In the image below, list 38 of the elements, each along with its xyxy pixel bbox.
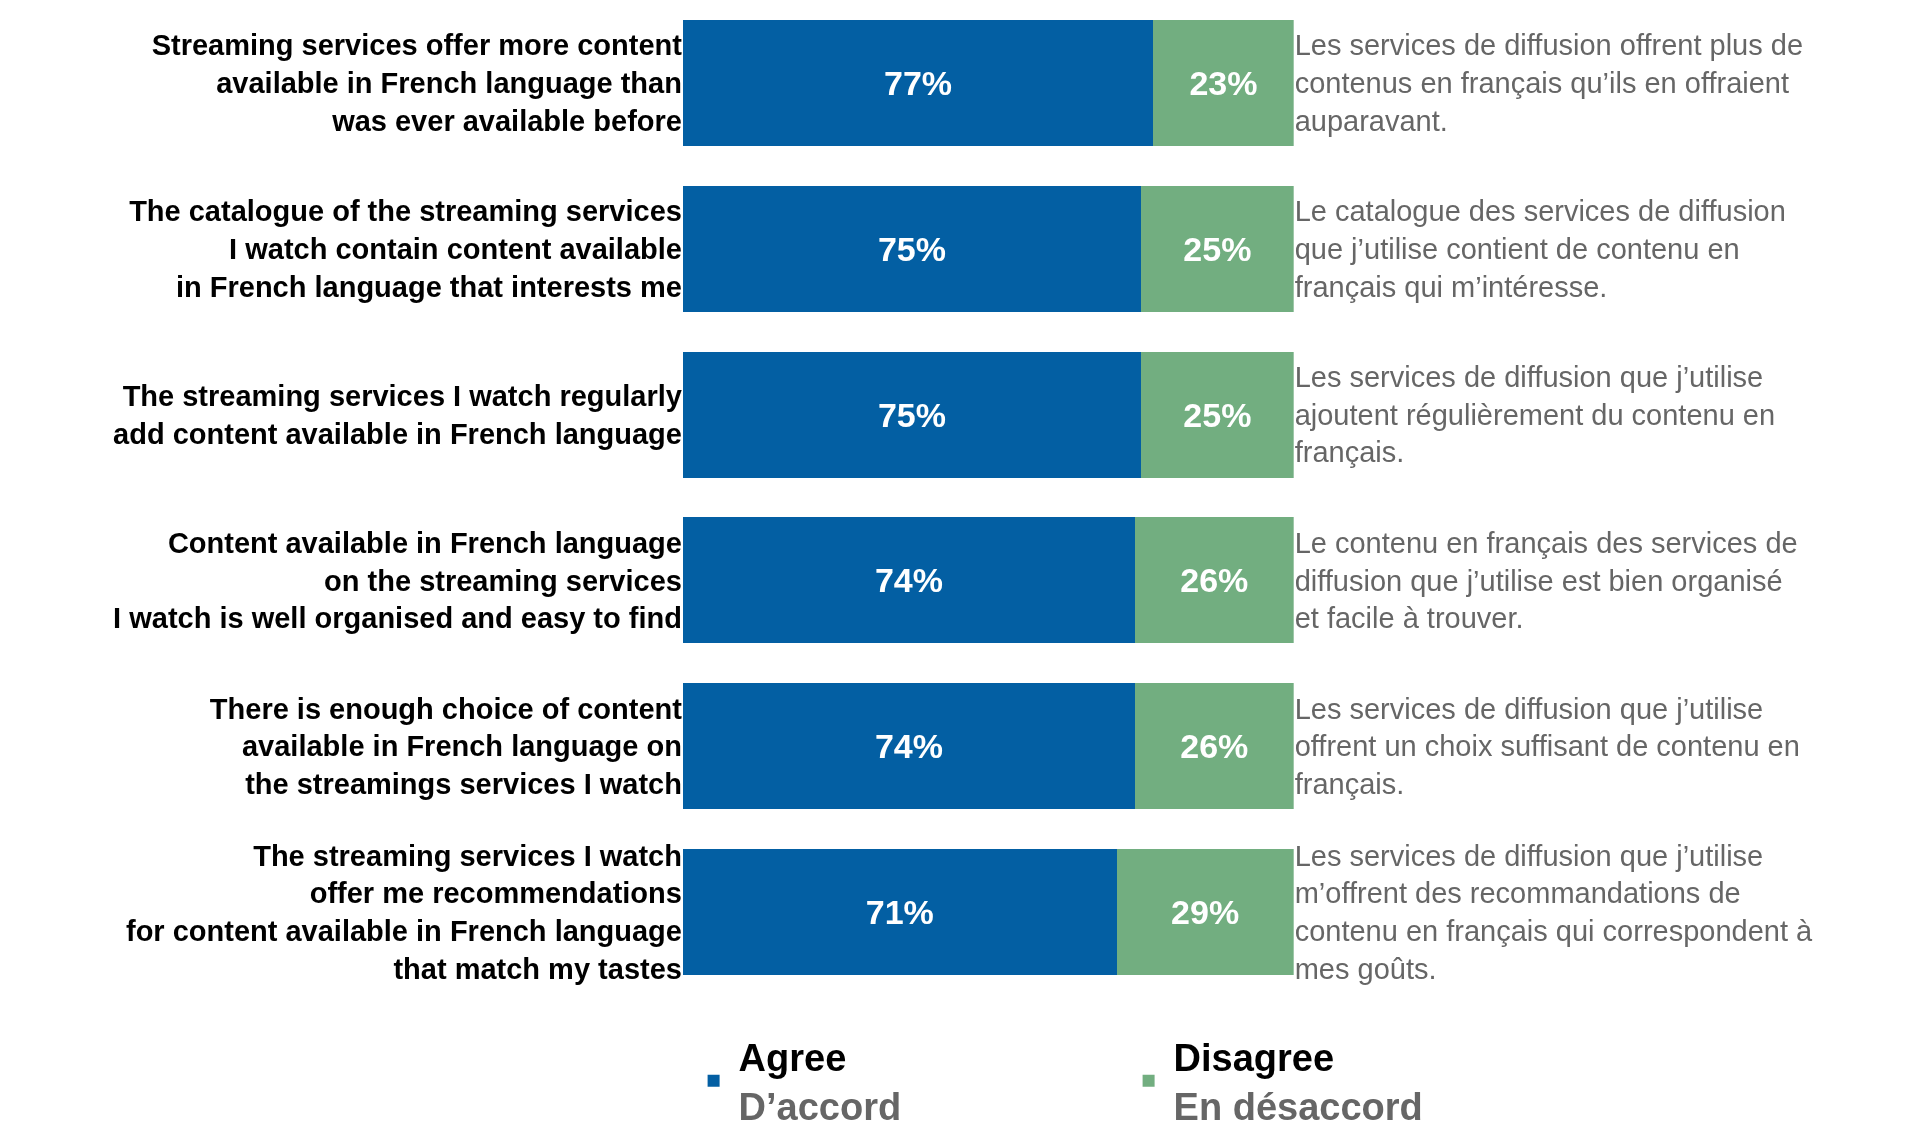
bar — [1141, 351, 1294, 478]
bar — [1153, 19, 1294, 146]
data-label: 26% — [1180, 561, 1249, 600]
data-label: 71% — [865, 893, 934, 932]
data-label: 23% — [1189, 63, 1258, 102]
y2-tick-label: Le contenu en français des services de diffusion que j’utilise est bien organisé et facile à trouver. — [1294, 526, 1798, 635]
bar — [1134, 683, 1294, 810]
y2-tick-label: Les services de diffusion que j’utilise offrent un choix suffisant de contenu en français. — [1294, 692, 1800, 801]
data-label: 29% — [1171, 893, 1240, 932]
y-tick-label: The streaming services I watch offer me recommendations for content available in French language that match my tastes — [125, 839, 682, 985]
data-label: 25% — [1183, 395, 1252, 434]
data-label: 77% — [884, 63, 953, 102]
y-tick-label: The streaming services I watch regularly add content available in French language — [113, 379, 682, 450]
data-label: 74% — [874, 561, 943, 600]
y-tick-label: The catalogue of the streaming services I watch contain content available in French language that interests me — [129, 195, 682, 303]
y2-tick-label: Le catalogue des services de diffusion que j’utilise contient de contenu en français qui m’intéresse. — [1294, 195, 1786, 303]
bar — [682, 351, 1142, 478]
bar — [682, 185, 1142, 312]
y2-tick-label: Les services de diffusion que j’utilise ajoutent régulièrement du contenu en français. — [1294, 361, 1776, 469]
legend-label: Disagree En désaccord — [1173, 1036, 1423, 1129]
data-label: 25% — [1183, 229, 1252, 268]
y2-tick-label: Les services de diffusion que j’utilise m’offrent des recommandations de contenu en français qui correspondent à mes goûts. — [1294, 839, 1814, 985]
bar — [682, 683, 1135, 810]
y-tick-label: Streaming services offer more content available in French language than was ever available before — [151, 29, 683, 137]
bar — [1141, 185, 1294, 312]
bar — [682, 517, 1135, 644]
data-label: 26% — [1180, 727, 1249, 766]
data-label: 75% — [877, 395, 947, 434]
data-label: 74% — [874, 727, 943, 766]
legend-label: Agree D’accord — [738, 1036, 902, 1129]
bar — [682, 849, 1117, 976]
bar — [1116, 849, 1294, 976]
data-label: 75% — [877, 229, 947, 268]
y2-tick-label: Les services de diffusion offrent plus de contenus en français qu’ils en offraient auparavant. — [1294, 29, 1804, 137]
bar — [682, 19, 1154, 146]
y-tick-label: Content available in French language on the streaming services I watch is well organised and easy to find — [113, 526, 682, 635]
bar — [1134, 517, 1294, 644]
y-tick-label: There is enough choice of content available in French language on the streamings services I watch — [209, 692, 683, 801]
